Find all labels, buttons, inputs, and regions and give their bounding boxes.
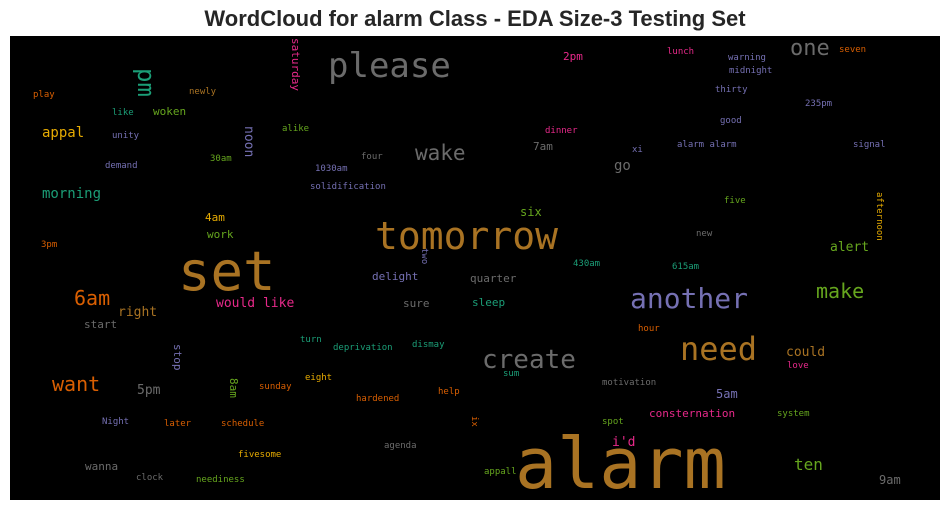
word-one: one [790, 36, 830, 61]
word-four: four [361, 152, 383, 162]
word-fivesome: fivesome [238, 450, 281, 460]
word-wanna: wanna [85, 460, 118, 473]
word-go: go [614, 158, 631, 174]
word-xi: xi [632, 145, 643, 155]
word-turn: turn [300, 335, 322, 345]
word-alarm: alarm [515, 423, 726, 500]
word-3pm: 3pm [41, 240, 57, 250]
word-sleep: sleep [472, 296, 505, 309]
word-love: love [787, 361, 809, 371]
word-two: two [419, 248, 429, 264]
word-create: create [482, 345, 576, 375]
word-hour: hour [638, 324, 660, 334]
word-sunday: sunday [259, 382, 292, 392]
word-signal: signal [853, 140, 886, 150]
word-work: work [207, 228, 234, 241]
word-start: start [84, 318, 117, 331]
word-consternation: consternation [649, 407, 735, 420]
word-morning: morning [42, 186, 101, 202]
word-stop: stop [171, 344, 184, 371]
word-alarm-alarm: alarm alarm [677, 140, 737, 150]
word-pm: pm [132, 68, 160, 97]
word-solidification: solidification [310, 182, 386, 192]
word-newly: newly [189, 87, 217, 97]
word-unity: unity [112, 131, 140, 141]
word-2pm: 2pm [563, 50, 583, 63]
word-another: another [630, 282, 748, 315]
cloud-background [10, 36, 940, 500]
word-demand: demand [105, 161, 138, 171]
word-430am: 430am [573, 259, 600, 269]
word-warning: warning [728, 53, 766, 63]
word-cloud: alarm set tomorrow please another need create w… [10, 36, 940, 500]
word-1030am: 1030am [315, 164, 348, 174]
word-5pm: 5pm [137, 383, 161, 398]
word-five: five [724, 196, 746, 206]
word-noon: noon [241, 126, 256, 157]
word-make: make [816, 279, 864, 303]
word-would-like: would like [216, 296, 294, 311]
word-4am: 4am [205, 211, 225, 224]
word-set: set [178, 240, 276, 303]
word-alert: alert [830, 240, 869, 255]
word-right: right [118, 305, 157, 320]
word-appall: appall [484, 467, 517, 477]
word-tomorrow: tomorrow [375, 214, 558, 258]
word-6am: 6am [74, 286, 110, 310]
word-midnight: midnight [729, 66, 772, 76]
word-sure: sure [403, 297, 430, 310]
word-lunch: lunch [667, 47, 694, 57]
word-eight: eight [305, 373, 332, 383]
word-afternoon: afternoon [874, 192, 884, 241]
chart-title: WordCloud for alarm Class - EDA Size-3 T… [204, 6, 746, 31]
word-dinner: dinner [545, 126, 578, 136]
word-quarter: quarter [470, 272, 517, 285]
word-615am: 615am [672, 262, 699, 272]
word-30am: 30am [210, 154, 232, 164]
word-sum: sum [503, 369, 519, 379]
word-like: like [112, 108, 134, 118]
word-saturday: saturday [289, 38, 302, 91]
word-hardened: hardened [356, 394, 399, 404]
word-235pm: 235pm [805, 99, 832, 109]
word-could: could [786, 345, 825, 360]
word-later: later [164, 419, 192, 429]
word-deprivation: deprivation [333, 343, 393, 353]
word-want: want [52, 372, 100, 396]
word-dismay: dismay [412, 340, 445, 350]
word-agenda: agenda [384, 441, 417, 451]
word-delight: delight [372, 270, 418, 283]
word-new: new [696, 229, 713, 239]
word-spot: spot [602, 417, 624, 427]
word-system: system [777, 409, 810, 419]
word-5am: 5am [716, 387, 738, 401]
word-clock: clock [136, 473, 164, 483]
word-ix: ix [469, 416, 479, 427]
word-need: need [680, 330, 757, 368]
word-neediness: neediness [196, 475, 245, 485]
word-wake: wake [415, 141, 466, 165]
word-good: good [720, 116, 742, 126]
word-woken: woken [153, 105, 186, 118]
word-thirty: thirty [715, 85, 748, 95]
word-7am: 7am [533, 140, 553, 153]
word-schedule: schedule [221, 419, 264, 429]
word-i-d: i'd [612, 435, 635, 450]
word-ten: ten [794, 455, 823, 474]
word-play: play [33, 90, 55, 100]
word-8am: 8am [227, 378, 240, 398]
word-please: please [328, 46, 451, 86]
word-motivation: motivation [602, 378, 656, 388]
word-night: Night [102, 417, 129, 427]
word-help: help [438, 387, 460, 397]
word-9am: 9am [879, 473, 901, 487]
word-alike: alike [282, 124, 309, 134]
word-six: six [520, 205, 542, 219]
word-appal: appal [42, 125, 84, 141]
word-seven: seven [839, 45, 866, 55]
